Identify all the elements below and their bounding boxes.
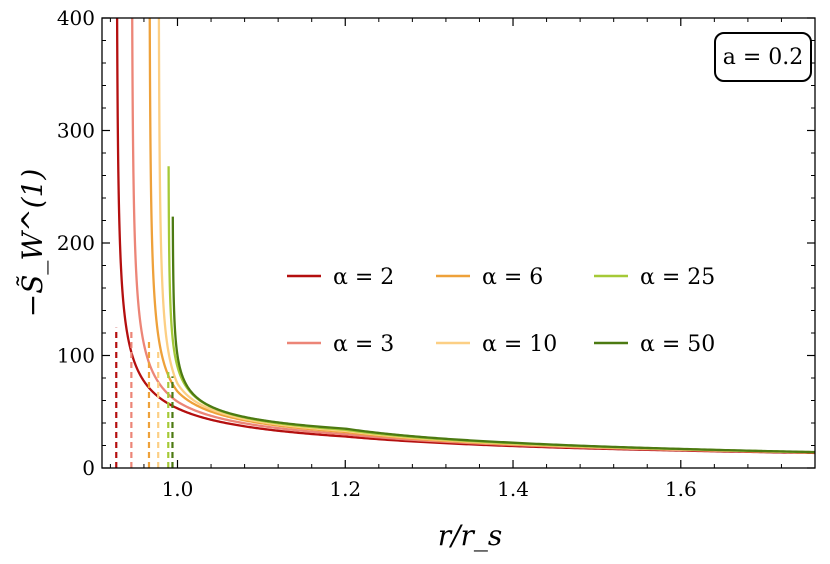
y-tick-label: 400 <box>57 6 95 30</box>
annotation-box <box>714 32 812 82</box>
legend-label: α = 10 <box>482 332 557 357</box>
series-line <box>131 18 815 454</box>
y-tick-label: 100 <box>57 344 95 368</box>
legend-entry: α = 50 <box>594 332 715 357</box>
annotation: a = 0.2 <box>714 32 812 82</box>
x-tick-label: 1.6 <box>665 477 697 501</box>
legend-entry: α = 10 <box>436 332 557 357</box>
legend-entry: α = 2 <box>287 265 394 290</box>
legend-label: α = 6 <box>482 265 543 290</box>
x-tick-label: 1.2 <box>329 477 361 501</box>
legend: α = 2 α = 3 α = 6 α = 10 α = 25 α = 50 <box>287 265 715 357</box>
y-tick-label: 300 <box>57 119 95 143</box>
series-line <box>171 216 815 454</box>
legend-label: α = 3 <box>333 332 394 357</box>
legend-label: α = 50 <box>640 332 715 357</box>
series-line <box>115 18 815 455</box>
y-tick-labels: 0 100 200 300 400 <box>57 6 95 480</box>
y-axis-label: −S̃_W^(1) <box>16 169 49 318</box>
x-tick-label: 1.4 <box>497 477 529 501</box>
y-tick-label: 200 <box>57 231 95 255</box>
series-line <box>167 166 815 454</box>
series-layer <box>115 18 815 468</box>
legend-entry: α = 6 <box>436 265 543 290</box>
y-tick-label: 0 <box>82 456 95 480</box>
x-tick-label: 1.0 <box>162 477 194 501</box>
legend-label: α = 2 <box>333 265 394 290</box>
x-tick-labels: 1.0 1.2 1.4 1.6 <box>162 477 697 501</box>
plot-frame <box>101 17 816 469</box>
legend-entry: α = 3 <box>287 332 394 357</box>
annotation-text: a = 0.2 <box>723 45 804 70</box>
legend-label: α = 25 <box>640 265 715 290</box>
legend-entry: α = 25 <box>594 265 715 290</box>
x-axis-label: r/r_s <box>438 519 503 552</box>
ticks-layer <box>102 17 815 469</box>
